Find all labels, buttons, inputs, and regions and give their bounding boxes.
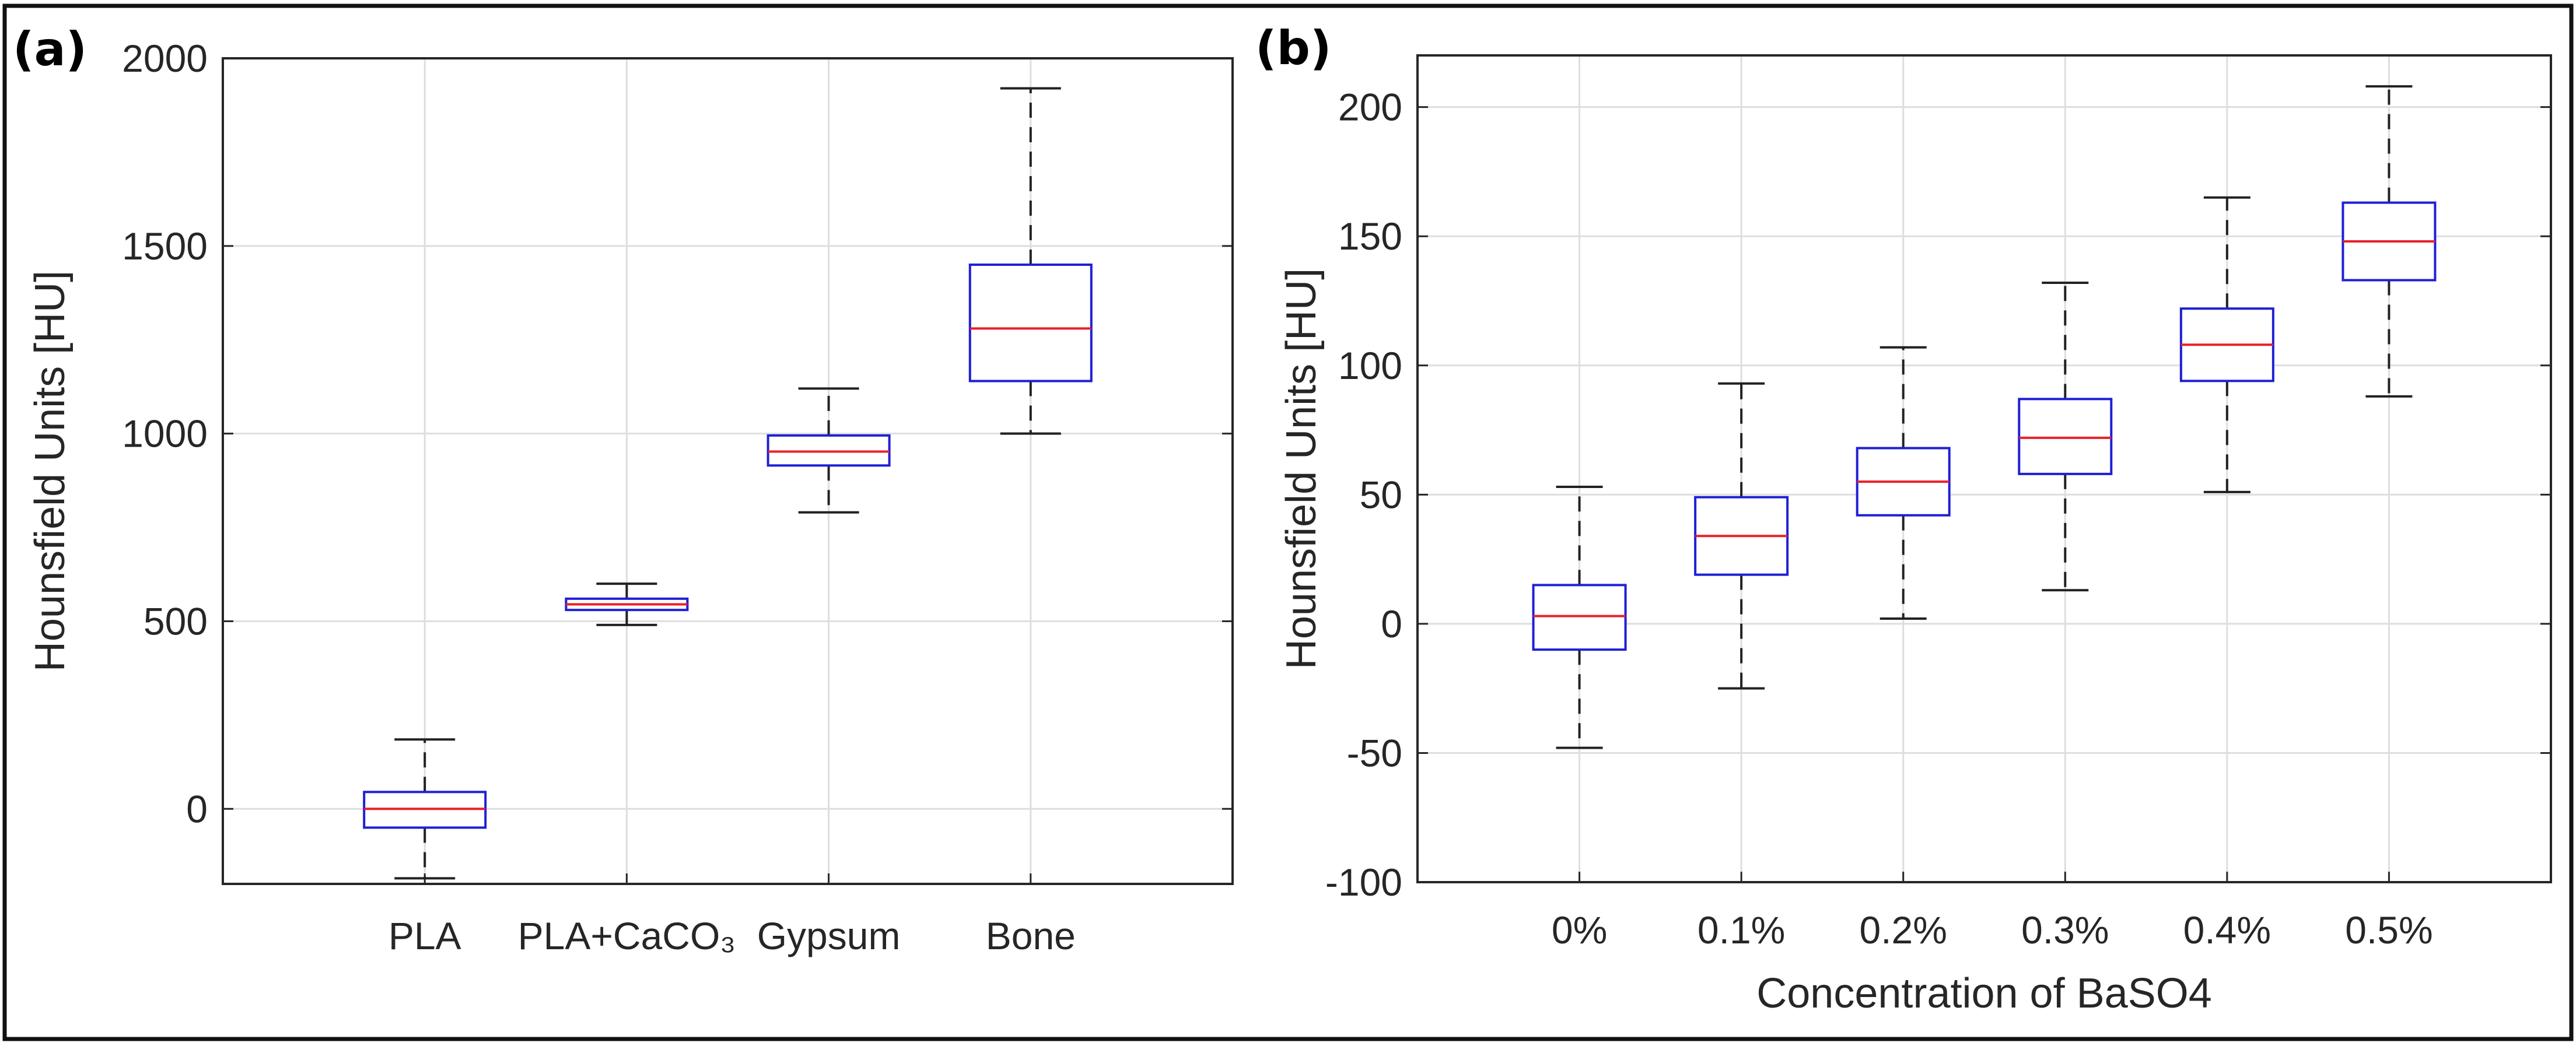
x-tick-label: Gypsum: [757, 914, 901, 957]
y-tick-label: 200: [1338, 86, 1402, 129]
x-tick-label: 0%: [1552, 908, 1607, 952]
x-tick-label: PLA: [388, 914, 461, 957]
axes-border: [222, 57, 1234, 885]
x-tick-label: 0.5%: [2345, 908, 2432, 952]
panel-label: (a): [13, 22, 87, 76]
iqr-box: [968, 264, 1093, 382]
y-tick-label: 150: [1338, 215, 1402, 258]
box-0.4%: [2179, 196, 2274, 493]
y-tick-label: 1500: [122, 224, 208, 268]
x-tick-label: 0.1%: [1698, 908, 1785, 952]
plot-area: [1418, 55, 2551, 882]
figure-frame: [2, 3, 2574, 1041]
y-tick-label: 0: [1381, 602, 1402, 645]
box-0.2%: [1856, 346, 1951, 620]
plot-area: [223, 58, 1233, 884]
box-0.5%: [2342, 85, 2437, 398]
x-tick-label: 0.4%: [2183, 908, 2271, 952]
box-0.1%: [1694, 382, 1789, 690]
y-tick-label: 50: [1360, 473, 1402, 516]
box-PLA: [363, 738, 487, 880]
y-tick-label: -50: [1347, 731, 1402, 774]
panel-b: -100 -50 0 50 100 150 200 0% 0.1% 0.2% 0.3% 0.4% 0.5…: [1255, 21, 2552, 1017]
y-tick-label: 100: [1338, 344, 1402, 387]
x-tick-label: Bone: [986, 914, 1076, 957]
x-axis-label: Concentration of BaSO4: [1756, 970, 2211, 1017]
x-tick-label: 0.3%: [2021, 908, 2109, 952]
y-axis-label: Hounsfield Units [HU]: [27, 271, 74, 672]
box-PLA+CaCO₃: [565, 582, 689, 626]
iqr-box: [1532, 584, 1627, 651]
x-tick-label: 0.2%: [1859, 908, 1947, 952]
y-tick-label: 0: [186, 787, 208, 830]
box-0.3%: [2018, 281, 2113, 592]
y-tick-label: 500: [144, 599, 208, 643]
box-0%: [1532, 486, 1627, 749]
panel-a: 0 500 1000 1500 2000 PLA PLA+CaCO₃ Gypsum Bone Ho…: [13, 22, 1234, 957]
y-tick-label: 1000: [122, 412, 208, 455]
y-tick-label: 2000: [122, 37, 208, 80]
box-Bone: [968, 87, 1093, 435]
x-tick-label: PLA+CaCO₃: [518, 914, 736, 957]
iqr-box: [2018, 398, 2113, 475]
panel-label: (b): [1255, 21, 1331, 75]
box-Gypsum: [766, 387, 891, 514]
y-axis-label: Hounsfield Units [HU]: [1278, 268, 1325, 669]
axes-border: [1416, 54, 2552, 883]
y-tick-label: -100: [1325, 861, 1402, 904]
